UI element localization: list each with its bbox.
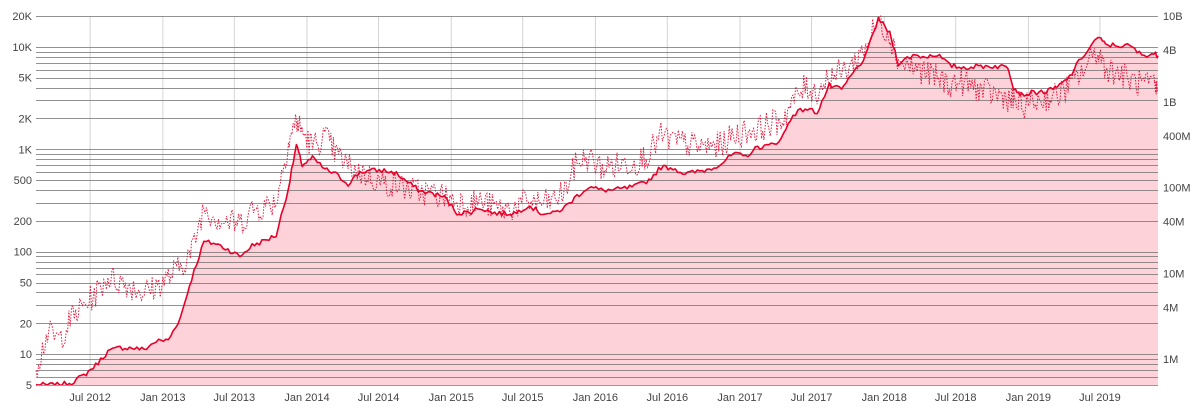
x-tick-label-13: Jan 2019	[1006, 392, 1051, 404]
x-axis-ticks: Jul 2012 Jan 2013 Jul 2013 Jan 2014 Jul 2014…	[69, 392, 1120, 404]
left-tick-label-10: 10K	[12, 42, 32, 54]
series-area-0	[36, 17, 1158, 386]
right-tick-label-4: 100M	[1163, 183, 1191, 195]
x-tick-label-2: Jul 2013	[214, 392, 256, 404]
right-tick-label-3: 40M	[1163, 217, 1184, 229]
left-tick-label-4: 100	[14, 247, 32, 259]
x-tick-label-10: Jul 2017	[791, 392, 833, 404]
right-axis-ticks: 1M 4M 10M 40M 100M 400M 1B 4B 10B	[1163, 11, 1191, 366]
right-tick-label-8: 10B	[1163, 11, 1183, 23]
left-axis-ticks: 5 10 20 50 100 200 500 1K 2K 5K 10K 20K	[12, 11, 32, 392]
left-tick-label-9: 5K	[19, 73, 33, 85]
series-line-dotted-1	[35, 15, 1159, 378]
x-tick-label-6: Jul 2015	[502, 392, 544, 404]
left-tick-label-0: 5	[26, 380, 32, 392]
horizontal-gridlines	[36, 16, 1158, 386]
right-tick-label-7: 4B	[1163, 45, 1176, 57]
series-line-solid-0	[35, 16, 1159, 386]
left-tick-label-7: 1K	[19, 144, 33, 156]
right-tick-label-2: 10M	[1163, 268, 1184, 280]
x-tick-label-8: Jul 2016	[647, 392, 689, 404]
left-tick-label-1: 10	[20, 349, 32, 361]
x-tick-label-1: Jan 2013	[140, 392, 185, 404]
right-tick-label-0: 1M	[1163, 354, 1178, 366]
right-tick-label-5: 400M	[1163, 131, 1191, 143]
left-tick-label-8: 2K	[19, 113, 33, 125]
x-tick-label-12: Jul 2018	[935, 392, 977, 404]
x-tick-label-14: Jul 2019	[1079, 392, 1121, 404]
x-tick-label-5: Jan 2015	[429, 392, 474, 404]
x-tick-label-9: Jan 2017	[717, 392, 762, 404]
left-tick-label-11: 20K	[12, 11, 32, 23]
x-tick-label-0: Jul 2012	[69, 392, 111, 404]
area-layer	[36, 17, 1158, 386]
x-tick-label-7: Jan 2016	[573, 392, 618, 404]
x-tick-label-3: Jan 2014	[284, 392, 329, 404]
left-tick-label-6: 500	[14, 175, 32, 187]
x-tick-label-4: Jul 2014	[358, 392, 400, 404]
right-tick-label-6: 1B	[1163, 97, 1176, 109]
x-tick-label-11: Jan 2018	[862, 392, 907, 404]
left-tick-label-3: 50	[20, 278, 32, 290]
left-tick-label-5: 200	[14, 216, 32, 228]
series-layer	[35, 15, 1159, 386]
left-tick-label-2: 20	[20, 318, 32, 330]
right-tick-label-1: 4M	[1163, 303, 1178, 315]
